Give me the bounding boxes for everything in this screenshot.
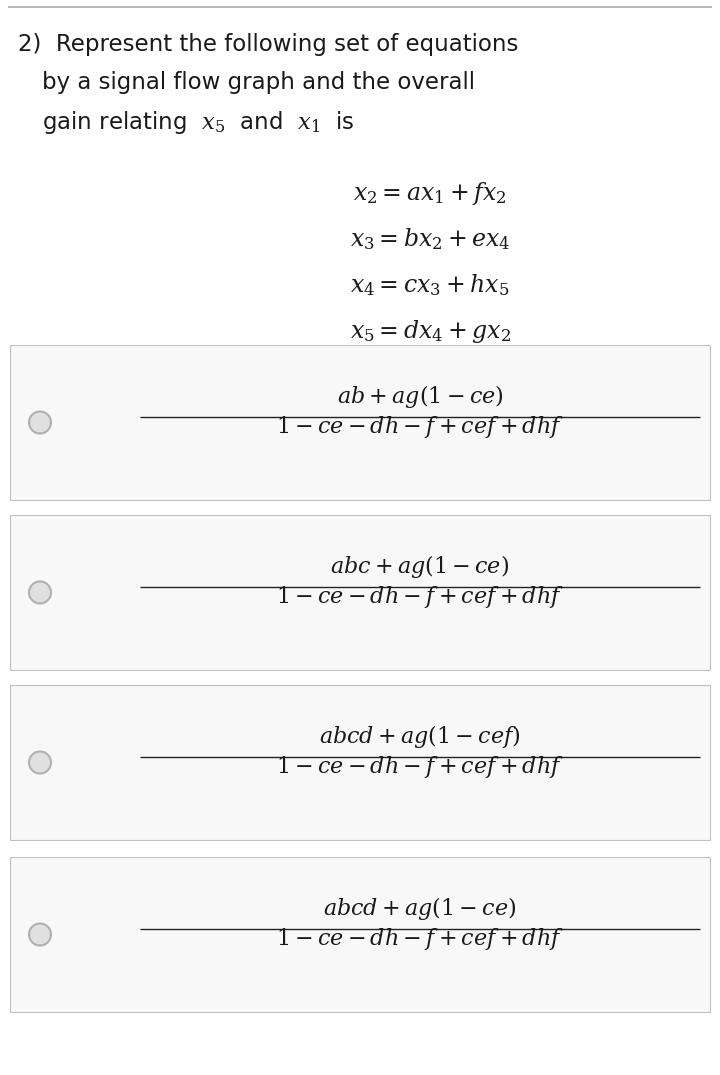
Text: $x_3 = bx_2 + ex_4$: $x_3 = bx_2 + ex_4$: [350, 226, 510, 252]
Circle shape: [29, 751, 51, 774]
Text: 2)  Represent the following set of equations: 2) Represent the following set of equati…: [18, 33, 518, 56]
FancyBboxPatch shape: [10, 685, 710, 840]
Text: $abc + ag(1 - ce)$: $abc + ag(1 - ce)$: [330, 554, 510, 580]
FancyBboxPatch shape: [10, 857, 710, 1012]
Text: $x_2 = ax_1 + fx_2$: $x_2 = ax_1 + fx_2$: [354, 180, 507, 207]
Text: $x_5 = dx_4 + gx_2$: $x_5 = dx_4 + gx_2$: [349, 318, 510, 345]
Circle shape: [29, 412, 51, 433]
FancyBboxPatch shape: [10, 515, 710, 670]
Text: $abcd + ag(1 - cef)$: $abcd + ag(1 - cef)$: [319, 723, 521, 750]
Circle shape: [29, 923, 51, 946]
Text: by a signal flow graph and the overall: by a signal flow graph and the overall: [42, 71, 475, 94]
Text: $1 - ce - dh - f + cef + dhf$: $1 - ce - dh - f + cef + dhf$: [276, 755, 564, 780]
Text: $1 - ce - dh - f + cef + dhf$: $1 - ce - dh - f + cef + dhf$: [276, 585, 564, 611]
FancyBboxPatch shape: [10, 345, 710, 500]
Text: gain relating  $x_5$  and  $x_1$  is: gain relating $x_5$ and $x_1$ is: [42, 109, 354, 137]
Circle shape: [29, 582, 51, 603]
Text: $1 - ce - dh - f + cef + dhf$: $1 - ce - dh - f + cef + dhf$: [276, 927, 564, 952]
Text: $ab + ag(1 - ce)$: $ab + ag(1 - ce)$: [337, 384, 503, 411]
Text: $1 - ce - dh - f + cef + dhf$: $1 - ce - dh - f + cef + dhf$: [276, 415, 564, 441]
Text: $abcd + ag(1 - ce)$: $abcd + ag(1 - ce)$: [323, 895, 517, 922]
Text: $x_4 = cx_3 + hx_5$: $x_4 = cx_3 + hx_5$: [350, 272, 510, 298]
